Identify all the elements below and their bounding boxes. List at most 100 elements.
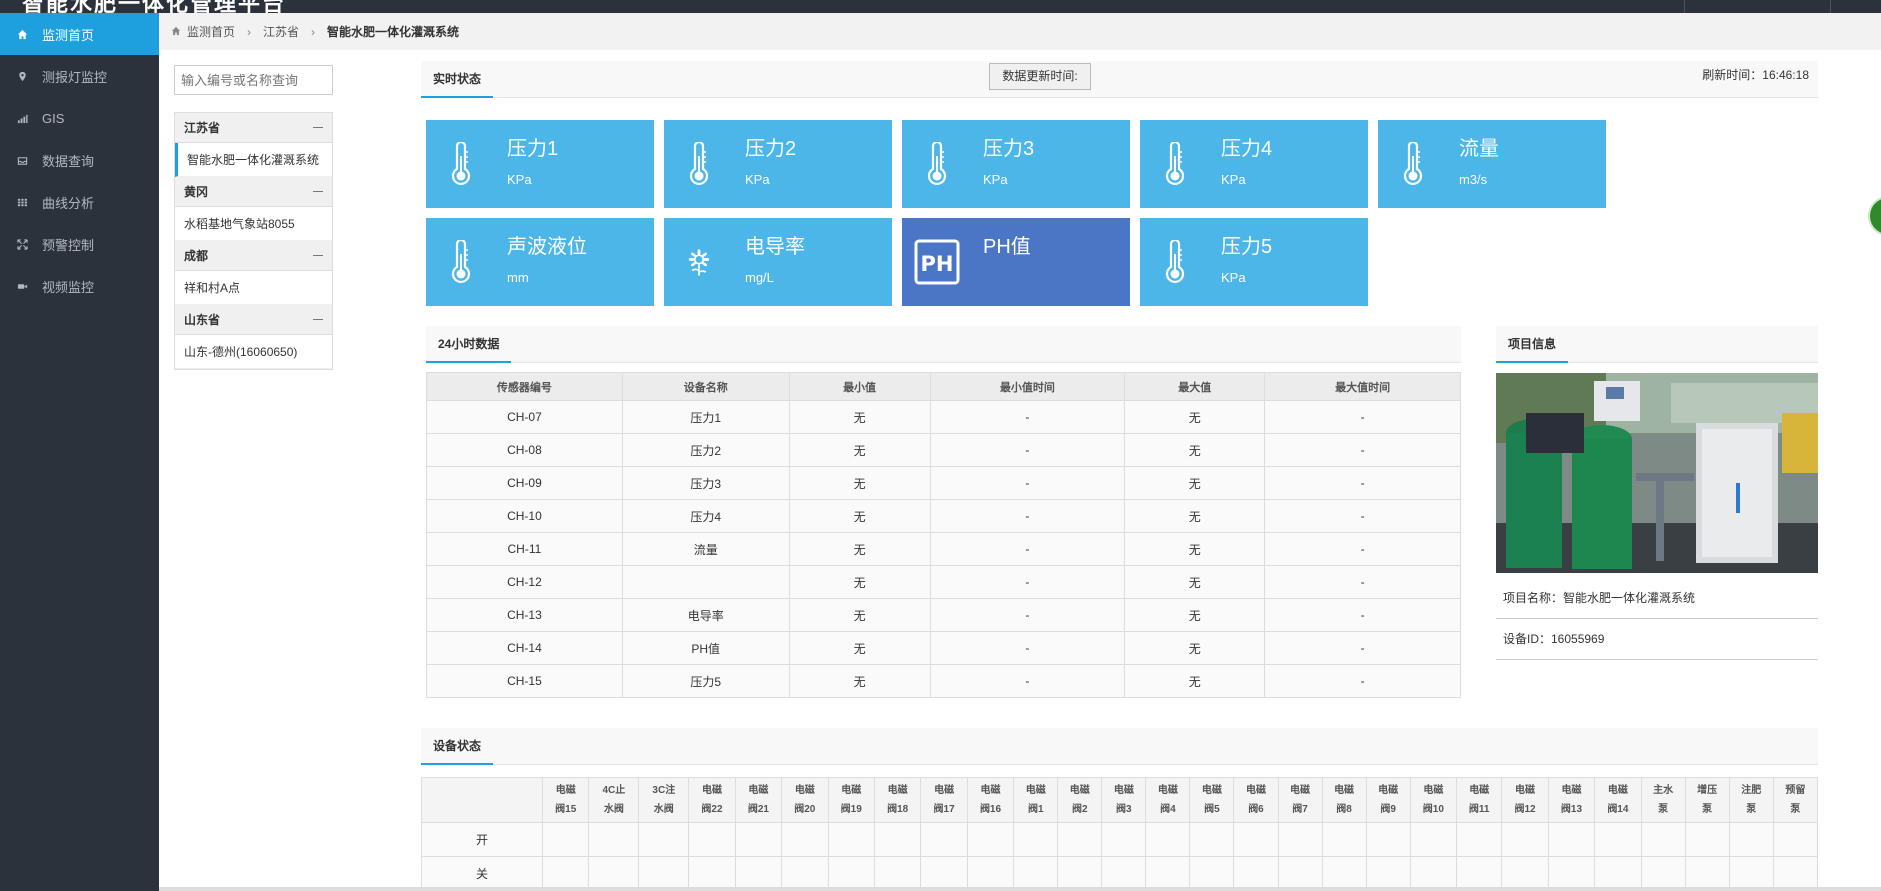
device-status-cell[interactable] [1684,822,1730,857]
breadcrumb-province[interactable]: 江苏省 [263,25,300,39]
tile-pressure1[interactable]: 压力1 KPa [426,120,654,208]
device-status-cell[interactable] [1057,822,1103,857]
device-status-cell[interactable] [873,856,922,891]
device-status-cell[interactable] [1501,822,1549,857]
device-column-header: 电磁 阀4 [1145,777,1191,823]
device-status-cell[interactable] [541,822,590,857]
device-status-cell[interactable] [588,822,640,857]
device-status-cell[interactable] [1321,856,1367,891]
device-status-cell[interactable] [1728,856,1774,891]
tree-group-jiangsu[interactable]: 江苏省 [175,113,332,143]
device-status-cell[interactable] [1772,856,1819,891]
thermometer-icon [1158,238,1192,286]
search-input[interactable] [174,65,333,95]
device-status-cell[interactable] [827,822,875,857]
tree-leaf-xiangheocun[interactable]: 祥和村A点 [175,271,332,305]
floating-action-button[interactable] [1868,196,1881,236]
device-status-cell[interactable] [966,822,1015,857]
device-status-cell[interactable] [1101,822,1147,857]
tile-pressure2[interactable]: 压力2 KPa [664,120,892,208]
device-status-cell[interactable] [1365,822,1411,857]
tree-leaf-dezhou[interactable]: 山东-德州(16060650) [175,335,332,369]
tile-flow[interactable]: 流量 m3/s [1378,120,1606,208]
device-status-cell[interactable] [781,822,829,857]
sidebar-item-curve-analysis[interactable]: 曲线分析 [0,181,159,223]
device-status-cell[interactable] [920,856,968,891]
device-status-cell[interactable] [1594,822,1642,857]
device-status-cell[interactable] [1547,822,1596,857]
device-status-cell[interactable] [588,856,640,891]
device-status-cell[interactable] [827,856,875,891]
tile-conductivity[interactable]: 电导率 mg/L [664,218,892,306]
device-status-cell[interactable] [781,856,829,891]
tab-device-status[interactable]: 设备状态 [421,728,494,765]
tree-group-label: 成都 [184,249,209,263]
sidebar-item-home[interactable]: 监测首页 [0,13,159,55]
tile-level[interactable]: 声波液位 mm [426,218,654,306]
device-status-cell[interactable] [1365,856,1411,891]
table-cell: - [929,466,1126,500]
device-status-cell[interactable] [734,856,783,891]
device-status-cell[interactable] [920,822,968,857]
collapse-icon[interactable] [313,191,323,192]
thermometer-icon [1396,140,1430,188]
device-status-cell[interactable] [1409,822,1458,857]
sidebar-item-video-monitor[interactable]: 视频监控 [0,265,159,307]
tile-pressure4[interactable]: 压力4 KPa [1140,120,1368,208]
device-status-cell[interactable] [1321,822,1367,857]
table-row: CH-08 压力2 无 - 无 - [426,433,1461,467]
device-status-cell[interactable] [734,822,783,857]
tree-group-shandong[interactable]: 山东省 [175,305,332,335]
tile-pressure3[interactable]: 压力3 KPa [902,120,1130,208]
device-status-cell[interactable] [1145,856,1191,891]
sidebar-item-lamp-monitor[interactable]: 测报灯监控 [0,55,159,97]
device-status-cell[interactable] [1501,856,1549,891]
update-time-button[interactable]: 数据更新时间: [989,63,1091,90]
device-status-cell[interactable] [1145,822,1191,857]
device-status-cell[interactable] [1640,822,1686,857]
device-status-cell[interactable] [1772,822,1819,857]
device-status-cell[interactable] [1013,822,1059,857]
device-status-cell[interactable] [688,822,736,857]
device-status-cell[interactable] [1057,856,1103,891]
device-status-cell[interactable] [1640,856,1686,891]
tree-leaf-irrigation-system[interactable]: 智能水肥一体化灌溉系统 [175,143,332,177]
tree-group-chengdu[interactable]: 成都 [175,241,332,271]
sidebar-item-data-query[interactable]: 数据查询 [0,139,159,181]
device-status-cell[interactable] [1233,822,1279,857]
device-status-cell[interactable] [688,856,736,891]
device-status-cell[interactable] [966,856,1015,891]
device-status-cell[interactable] [1277,822,1323,857]
device-status-cell[interactable] [1233,856,1279,891]
tile-ph[interactable]: PH PH值 [902,218,1130,306]
device-status-cell[interactable] [1189,822,1235,857]
device-status-cell[interactable] [1547,856,1596,891]
device-status-cell[interactable] [541,856,590,891]
breadcrumb-home[interactable]: 监测首页 [187,25,236,39]
tree-group-huanggang[interactable]: 黄冈 [175,177,332,207]
device-status-cell[interactable] [1456,822,1503,857]
collapse-icon[interactable] [313,255,323,256]
device-status-cell[interactable] [638,856,690,891]
device-status-cell[interactable] [1684,856,1730,891]
table-cell: 无 [1124,532,1266,566]
device-status-cell[interactable] [1456,856,1503,891]
device-status-cell[interactable] [638,822,690,857]
collapse-icon[interactable] [313,127,323,128]
tab-project-info[interactable]: 项目信息 [1496,326,1569,363]
sidebar-item-alarm-control[interactable]: 预警控制 [0,223,159,265]
device-status-cell[interactable] [1594,856,1642,891]
device-status-cell[interactable] [1728,822,1774,857]
tree-leaf-weather-station[interactable]: 水稻基地气象站8055 [175,207,332,241]
device-status-cell[interactable] [1013,856,1059,891]
device-status-cell[interactable] [873,822,922,857]
device-status-cell[interactable] [1277,856,1323,891]
device-status-cell[interactable] [1189,856,1235,891]
tab-24h-data[interactable]: 24小时数据 [426,326,512,363]
sidebar-item-gis[interactable]: GIS [0,97,159,139]
collapse-icon[interactable] [313,319,323,320]
device-status-cell[interactable] [1101,856,1147,891]
tile-pressure5[interactable]: 压力5 KPa [1140,218,1368,306]
tab-realtime[interactable]: 实时状态 [421,61,494,98]
device-status-cell[interactable] [1409,856,1458,891]
